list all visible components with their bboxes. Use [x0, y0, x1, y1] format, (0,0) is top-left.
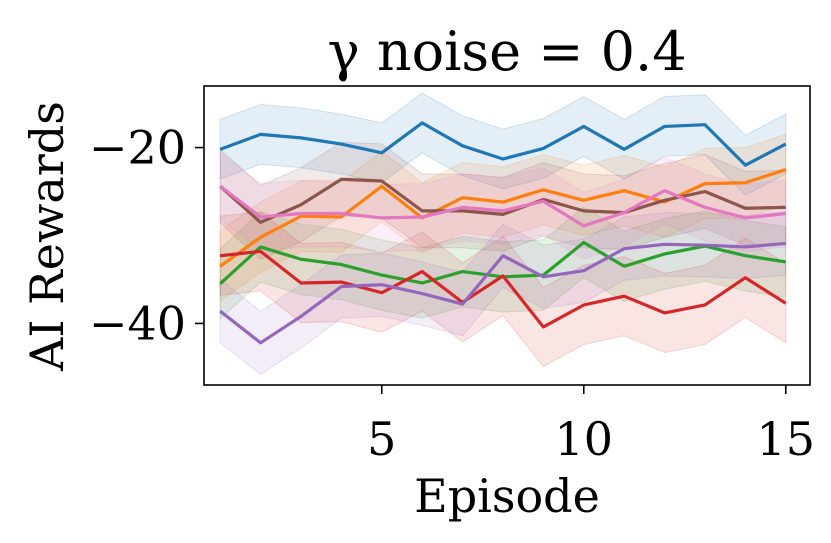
band-purple: [219, 211, 787, 376]
series-line-brown: [219, 177, 786, 224]
axis-ticks: 5 10 15 −20 −40: [89, 121, 815, 466]
y-axis-label: AI Rewards: [20, 101, 74, 372]
band-red: [219, 211, 787, 368]
series-line-purple: [219, 241, 786, 345]
series-line-pink: [219, 184, 786, 228]
confidence-bands: [219, 92, 787, 376]
x-tick-label: 15: [756, 412, 815, 466]
band-green: [219, 206, 787, 321]
band-orange: [219, 133, 787, 303]
chart-title: γ noise = 0.4: [327, 20, 686, 83]
x-axis-label: Episode: [414, 469, 600, 523]
x-tick-label: 5: [367, 412, 396, 466]
band-pink: [219, 151, 787, 260]
x-tick-label: 10: [554, 412, 613, 466]
series-line-blue: [219, 121, 787, 167]
y-tick-label: −20: [89, 121, 186, 175]
series-lines: [219, 121, 787, 345]
series-line-red: [219, 249, 787, 329]
y-tick-label: −40: [89, 296, 186, 350]
plot-frame: [203, 85, 811, 386]
series-line-orange: [219, 168, 787, 268]
